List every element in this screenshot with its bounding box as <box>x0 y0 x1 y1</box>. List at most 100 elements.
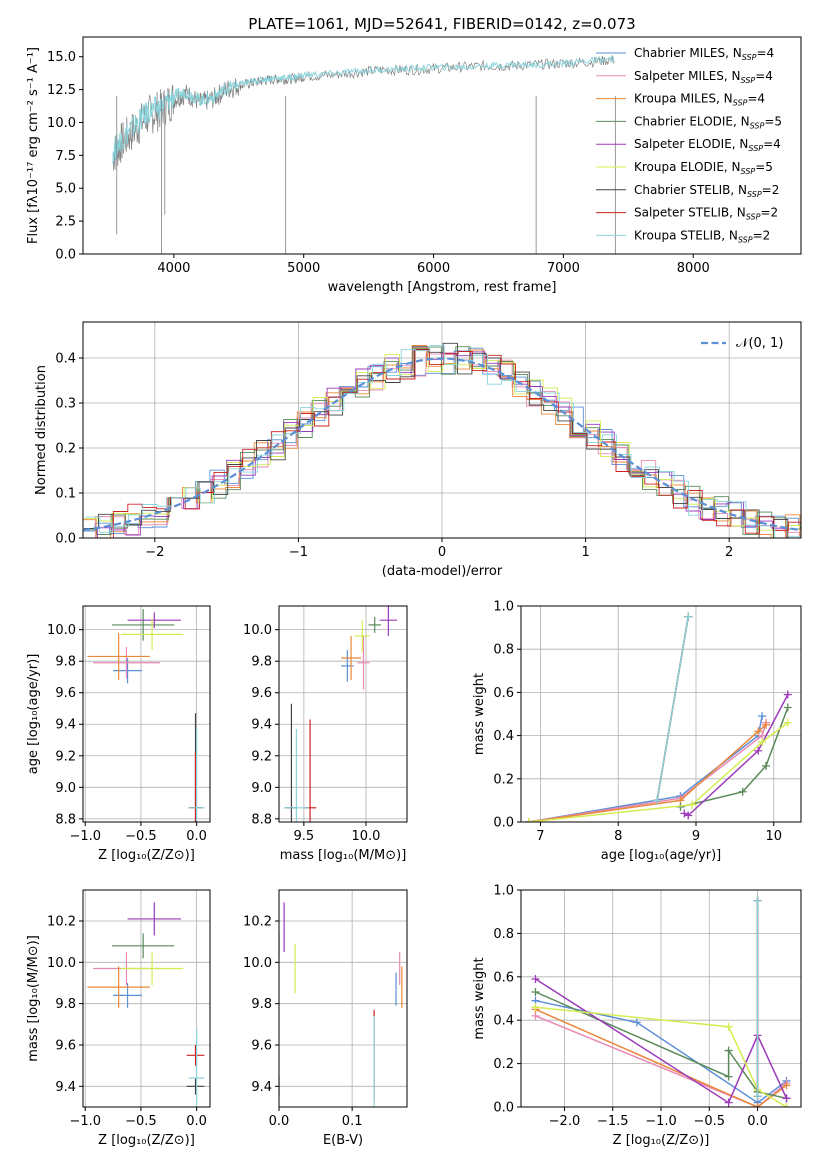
weight-line <box>535 1008 787 1107</box>
x-tick-label: −2 <box>145 545 164 560</box>
legend-label: Chabrier MILES, NSSP=4 <box>634 46 774 62</box>
histogram-series <box>83 352 801 538</box>
legend-label: Salpeter MILES, NSSP=4 <box>634 69 773 85</box>
plus-marker <box>762 761 770 770</box>
plot-area-mass-vs-EBV <box>279 902 403 1107</box>
y-axis-label: Flux [fλ10⁻¹⁷ erg cm⁻² s⁻¹ A⁻¹] <box>26 47 41 244</box>
y-tick-label: 10.2 <box>243 915 272 930</box>
plus-marker <box>738 787 747 796</box>
y-tick-label: 10.0 <box>47 116 76 131</box>
plus-marker <box>688 800 697 809</box>
chart-mass-weight-vs-Z: −2.0 −1.5 −1.0 −0.5 0.0 0.0 0.2 0.4 0.6 0.8 1.0 Z [… <box>472 884 802 1148</box>
y-axis-label: age [log₁₀(age/yr)] <box>26 654 41 775</box>
weight-line <box>528 722 767 822</box>
x-tick-label: 6000 <box>417 261 450 276</box>
plot-area-age-vs-Z <box>87 609 205 822</box>
plus-marker <box>754 727 763 736</box>
y-tick-label: 0.4 <box>493 729 514 744</box>
plus-marker <box>684 811 693 820</box>
y-tick-label: 9.6 <box>55 686 76 701</box>
weight-line <box>656 616 689 801</box>
axes-frame <box>82 889 211 1108</box>
x-axis-label: Z [log₁₀(Z/Z⊙)] <box>613 1133 710 1148</box>
histogram-series <box>85 344 801 538</box>
y-tick-label: 9.8 <box>55 655 76 670</box>
x-tick-label: 7 <box>536 829 544 844</box>
y-tick-label: 0.6 <box>493 970 514 985</box>
plus-marker <box>684 612 693 621</box>
spectrum-line <box>112 56 615 164</box>
chart-mass-vs-EBV: 0.0 0.1 9.4 9.6 9.8 10.0 10.2 E(B-V) <box>243 889 408 1148</box>
y-tick-label: 1.0 <box>493 600 514 615</box>
y-tick-label: 0.0 <box>55 532 76 547</box>
x-tick-label: 0 <box>438 545 446 560</box>
plus-marker <box>724 1098 733 1107</box>
y-tick-label: 5.0 <box>55 182 76 197</box>
x-axis-label: Z [log₁₀(Z/Z⊙)] <box>98 1133 195 1148</box>
chart-age-vs-Z: −1.0 −0.5 0.0 8.8 9.0 9.2 9.4 9.6 9.8 10.0 Z [log₁… <box>26 605 211 863</box>
x-tick-label: 9 <box>692 829 700 844</box>
y-tick-label: 0.0 <box>493 1101 514 1116</box>
y-tick-label: 10.0 <box>243 623 272 638</box>
plot-area-mass-vs-Z <box>87 902 205 1107</box>
y-tick-label: 0.0 <box>55 248 76 263</box>
plus-marker <box>783 703 792 712</box>
histogram-series <box>83 347 801 538</box>
y-tick-label: 0.1 <box>55 487 76 502</box>
plus-marker <box>754 746 763 755</box>
y-tick-label: 10.0 <box>47 956 76 971</box>
chart-mass-vs-Z: −1.0 −0.5 0.0 9.4 9.6 9.8 10.0 10.2 Z [log₁₀(Z/Z… <box>26 889 211 1148</box>
y-tick-label: 0.8 <box>493 643 514 658</box>
x-tick-label: −0.5 <box>693 1114 725 1129</box>
x-tick-label: −1.0 <box>645 1114 677 1129</box>
weight-line <box>528 724 767 822</box>
x-tick-label: −0.5 <box>125 1114 157 1129</box>
y-tick-label: 9.4 <box>251 718 272 733</box>
plus-marker <box>758 738 767 747</box>
y-tick-label: 0.3 <box>55 397 76 412</box>
y-tick-label: 10.0 <box>243 956 272 971</box>
plus-marker <box>524 818 533 822</box>
x-tick-label: 8 <box>614 829 622 844</box>
y-tick-label: 9.6 <box>55 1039 76 1054</box>
x-tick-label: 0.0 <box>747 1114 768 1129</box>
y-tick-label: 8.8 <box>55 812 76 827</box>
x-axis-label: wavelength [Angstrom, rest frame] <box>328 280 557 295</box>
y-tick-label: 0.4 <box>493 1014 514 1029</box>
x-tick-label: −1.0 <box>69 829 101 844</box>
histogram-series <box>83 345 801 535</box>
weight-line <box>535 1015 787 1107</box>
y-tick-label: 9.2 <box>251 749 272 764</box>
plot-area-mass-weight-vs-age <box>524 612 792 822</box>
plus-marker <box>632 1018 641 1027</box>
plus-marker <box>753 1092 762 1101</box>
x-axis-label: E(B-V) <box>323 1133 363 1148</box>
x-axis-label: Z [log₁₀(Z/Z⊙)] <box>98 848 195 863</box>
legend-label: Chabrier STELIB, NSSP=2 <box>634 183 779 199</box>
chart-residuals: 𝒩(0, 1) −2 −1 0 1 2 0.0 0.1 0.2 0.3 0.4 (data-model… <box>34 321 802 579</box>
y-axis-label: mass weight <box>472 957 487 1039</box>
axes-frame <box>520 605 802 823</box>
legend-label: Salpeter ELODIE, NSSP=4 <box>634 137 781 153</box>
legend-label: Kroupa MILES, NSSP=4 <box>634 92 765 108</box>
y-tick-label: 9.8 <box>251 997 272 1012</box>
histogram-series <box>84 342 801 538</box>
x-tick-label: 0.1 <box>342 1114 363 1129</box>
axes-frame <box>82 36 802 255</box>
weight-line <box>680 707 789 808</box>
y-tick-label: 0.4 <box>55 352 76 367</box>
weight-line <box>535 1006 787 1107</box>
plus-marker <box>753 896 762 905</box>
x-tick-label: 10.0 <box>352 829 381 844</box>
x-tick-label: −0.5 <box>125 829 157 844</box>
plus-marker <box>653 796 662 805</box>
y-tick-label: 9.6 <box>251 1039 272 1054</box>
plus-marker <box>782 1103 791 1107</box>
y-axis-label: mass weight <box>472 673 487 755</box>
y-tick-label: 9.0 <box>55 781 76 796</box>
y-tick-label: 10.2 <box>47 915 76 930</box>
histogram-series <box>84 349 801 538</box>
y-tick-label: 9.8 <box>55 997 76 1012</box>
plot-area-age-vs-mass <box>283 606 398 822</box>
x-tick-label: 0.0 <box>186 829 207 844</box>
